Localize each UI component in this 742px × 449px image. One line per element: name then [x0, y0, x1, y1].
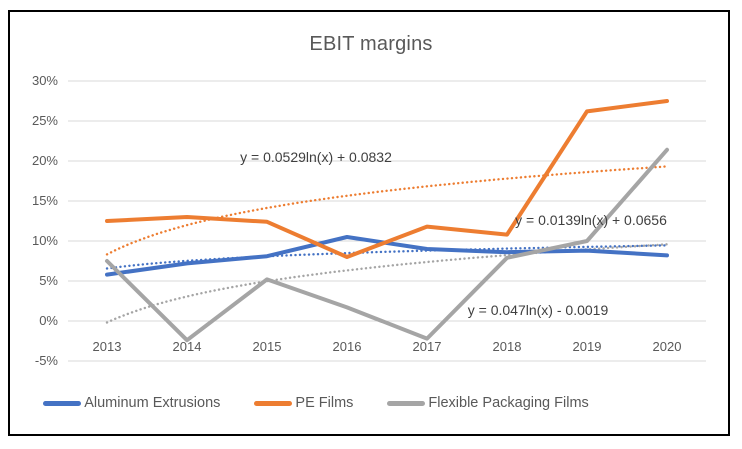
trendline-equation-aluminum-extrusions: y = 0.0139ln(x) + 0.0656: [515, 212, 667, 228]
x-tick-label: 2017: [412, 339, 442, 354]
trendline-equation-flexible-packaging-films: y = 0.047ln(x) - 0.0019: [467, 302, 609, 318]
trendline: [105, 243, 669, 324]
legend-swatch-icon: [254, 400, 293, 406]
trendline-paths: [105, 165, 669, 324]
y-tick-label: 25%: [31, 113, 58, 128]
legend-item-aluminum-extrusions: Aluminum Extrusions: [43, 395, 220, 411]
y-tick-label: 0%: [39, 313, 58, 328]
y-tick-label: 15%: [31, 193, 58, 208]
x-tick-label: 2013: [92, 339, 122, 354]
x-tick-label: 2018: [492, 339, 522, 354]
y-tick-label: -5%: [34, 353, 58, 368]
legend-item-flexible-packaging-films: Flexible Packaging Films: [387, 395, 589, 411]
chart-title: EBIT margins: [309, 33, 433, 55]
x-tick-label: 2016: [332, 339, 362, 354]
trendline: [105, 165, 669, 256]
series-paths: [105, 99, 669, 343]
x-tick-label: 2014: [172, 339, 202, 354]
y-tick-label: 20%: [31, 153, 58, 168]
x-tick-label: 2020: [652, 339, 682, 354]
chart-legend: Aluminum Extrusions PE Films Flexible Pa…: [0, 395, 632, 411]
legend-swatch-icon: [387, 400, 426, 406]
trendline: [105, 244, 669, 270]
legend-label: Aluminum Extrusions: [84, 395, 221, 411]
x-tick-label: 2019: [572, 339, 602, 354]
trendline-equation-pe-films: y = 0.0529ln(x) + 0.0832: [240, 149, 392, 165]
x-tick-label: 2015: [252, 339, 282, 354]
y-tick-label: 5%: [39, 273, 58, 288]
series-line: [105, 99, 669, 259]
legend-label: PE Films: [295, 395, 354, 411]
y-tick-label: 10%: [31, 233, 58, 248]
y-tick-label: 30%: [31, 73, 58, 88]
legend-swatch-icon: [43, 400, 82, 406]
series-line: [105, 147, 669, 343]
legend-item-pe-films: PE Films: [254, 395, 353, 411]
legend-label: Flexible Packaging Films: [428, 395, 589, 411]
